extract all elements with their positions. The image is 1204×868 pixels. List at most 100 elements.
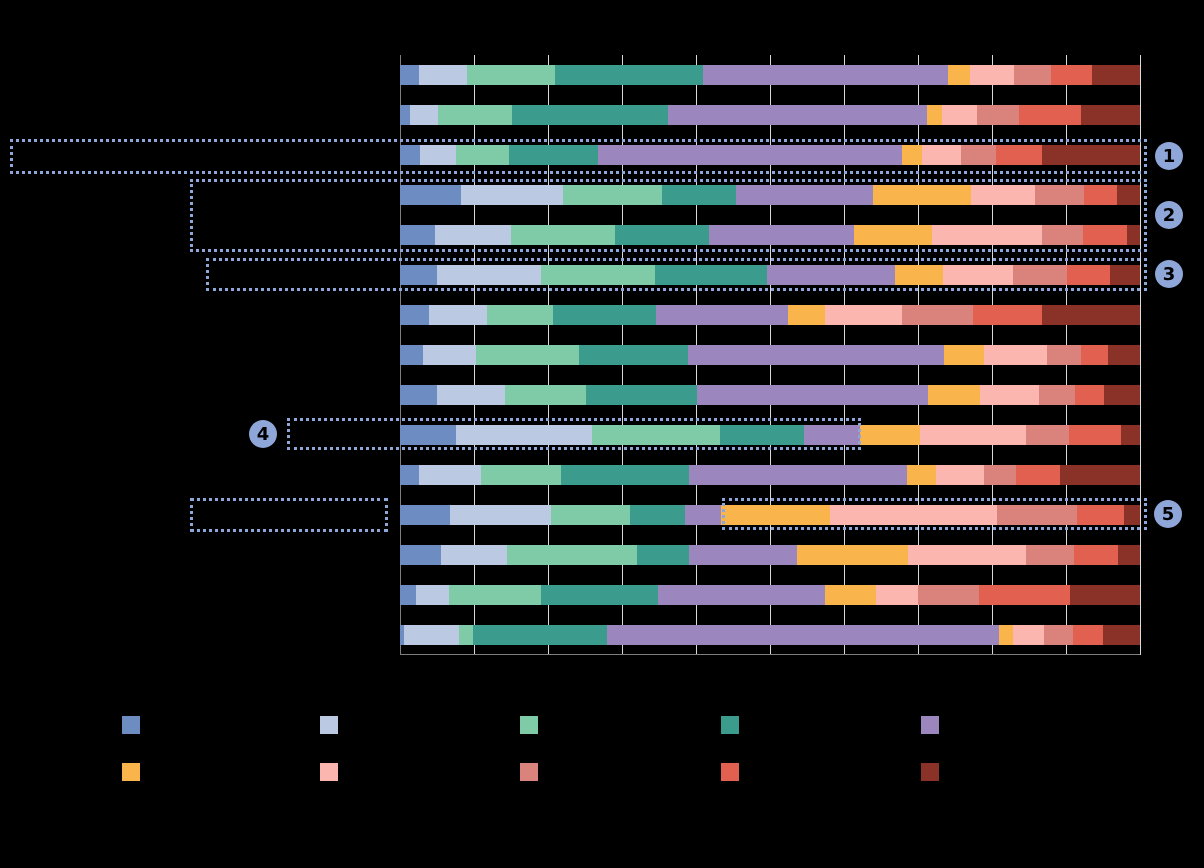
annotation-box-1	[10, 139, 1147, 174]
bar-segment-light-green	[562, 185, 662, 205]
x-gridline	[1140, 55, 1141, 655]
bar-segment-red	[1083, 185, 1117, 205]
bar-segment-light-green	[456, 145, 510, 165]
bar-segment-dark-red	[1121, 425, 1140, 445]
bar-segment-red	[979, 585, 1070, 605]
bar-segment-purple	[696, 385, 928, 405]
bar-segment-teal	[636, 545, 689, 565]
bar-segment-light-green	[438, 105, 513, 125]
bar-segment-dark-red	[1108, 345, 1140, 365]
bar-segment-light-green	[510, 225, 616, 245]
bar-segment-orange	[797, 545, 908, 565]
bar-segment-dark-red	[1091, 65, 1140, 85]
bar-segment-orange	[947, 65, 970, 85]
bar-row	[400, 225, 1140, 245]
bar-segment-salmon	[983, 465, 1016, 485]
bar-segment-blue	[400, 145, 420, 165]
bar-segment-light-blue	[403, 625, 460, 645]
bar-segment-purple	[607, 625, 1000, 645]
bar-segment-dark-red	[1080, 105, 1140, 125]
bar-segment-red	[973, 305, 1042, 325]
annotation-box-2	[190, 179, 1147, 252]
legend-swatch-light-pink	[320, 763, 338, 781]
bar-segment-salmon	[901, 305, 974, 325]
bar-row	[400, 265, 1140, 285]
bar-segment-blue	[400, 545, 441, 565]
bar-row	[400, 145, 1140, 165]
bar-segment-purple	[658, 585, 826, 605]
annotation-circle-1: 1	[1155, 142, 1183, 170]
legend-swatch-light-green	[520, 716, 538, 734]
bar-segment-orange	[926, 105, 942, 125]
bar-segment-red	[1074, 545, 1119, 565]
bar-segment-purple	[688, 545, 798, 565]
bar-segment-dark-red	[1116, 185, 1140, 205]
annotation-circle-3: 3	[1155, 260, 1183, 288]
bar-segment-teal	[630, 505, 685, 525]
bar-segment-red	[1068, 425, 1122, 445]
bar-segment-blue	[400, 305, 429, 325]
bar-segment-purple	[667, 105, 927, 125]
bar-row	[400, 105, 1140, 125]
bar-segment-teal	[615, 225, 709, 245]
bar-segment-purple	[688, 465, 907, 485]
bar-segment-red	[1081, 345, 1109, 365]
bar-segment-orange	[854, 225, 932, 245]
bar-segment-red	[1082, 225, 1128, 245]
bar-segment-dark-red	[1103, 385, 1140, 405]
bar-segment-orange	[788, 305, 826, 325]
bar-segment-light-green	[550, 505, 631, 525]
bar-segment-salmon	[1042, 225, 1083, 245]
bar-segment-light-pink	[941, 105, 978, 125]
bar-segment-red	[1019, 105, 1081, 125]
bar-segment-orange	[999, 625, 1014, 645]
bar-segment-light-green	[540, 265, 656, 285]
bar-segment-teal	[509, 145, 599, 165]
bar-row	[400, 185, 1140, 205]
bar-segment-salmon	[1039, 385, 1075, 405]
bar-segment-blue	[400, 425, 457, 445]
bar-segment-blue	[400, 625, 404, 645]
bar-segment-light-blue	[419, 145, 457, 165]
bar-segment-red	[1067, 265, 1111, 285]
bar-segment-salmon	[960, 145, 997, 165]
bar-segment-red	[1074, 385, 1104, 405]
bar-segment-red	[1015, 465, 1061, 485]
bar-segment-purple	[804, 425, 861, 445]
bar-segment-orange	[825, 585, 876, 605]
bar-segment-blue	[400, 505, 451, 525]
annotation-circle-2: 2	[1155, 201, 1183, 229]
bar-row	[400, 625, 1140, 645]
bar-segment-salmon	[917, 585, 980, 605]
annotation-box-5	[722, 498, 1147, 530]
bar-segment-dark-red	[1102, 625, 1140, 645]
bar-segment-light-pink	[829, 505, 998, 525]
annotation-circle-4: 4	[249, 420, 277, 448]
bar-segment-orange	[860, 425, 921, 445]
bar-segment-light-blue	[409, 105, 439, 125]
bar-segment-blue	[400, 185, 461, 205]
legend-swatch-teal	[721, 716, 739, 734]
bar-segment-light-pink	[943, 265, 1013, 285]
bar-segment-light-green	[448, 585, 542, 605]
bar-segment-blue	[400, 585, 416, 605]
bar-segment-salmon	[977, 105, 1020, 125]
bar-segment-salmon	[997, 505, 1078, 525]
bar-segment-purple	[708, 225, 855, 245]
bar-segment-purple	[735, 185, 873, 205]
bar-segment-dark-red	[1041, 145, 1140, 165]
bar-segment-purple	[687, 345, 944, 365]
bar-segment-dark-red	[1124, 505, 1140, 525]
bar-row	[400, 505, 1140, 525]
annotation-box-unlabeled	[190, 498, 388, 532]
bar-segment-light-pink	[980, 385, 1040, 405]
bar-segment-light-pink	[920, 425, 1026, 445]
bar-segment-light-green	[459, 625, 474, 645]
bar-segment-light-pink	[935, 465, 984, 485]
bar-segment-orange	[895, 265, 944, 285]
legend-swatch-purple	[921, 716, 939, 734]
bar-segment-teal	[655, 265, 768, 285]
bar-segment-salmon	[1012, 265, 1068, 285]
bar-segment-orange	[943, 345, 984, 365]
bar-segment-teal	[560, 465, 689, 485]
